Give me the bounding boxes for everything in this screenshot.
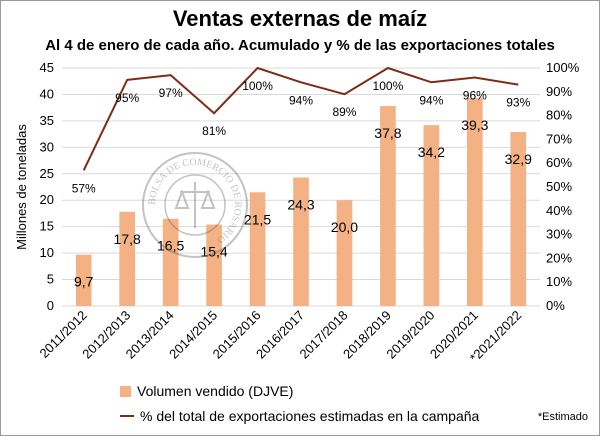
percent-data-label: 57% — [72, 181, 96, 195]
bar — [510, 131, 527, 306]
percent-data-label: 100% — [373, 79, 404, 93]
y-tick-label: 5 — [47, 272, 54, 287]
legend-item-bars: Volumen vendido (DJVE) — [120, 383, 293, 399]
bar — [380, 106, 396, 306]
y-axis-label: Millones de toneladas — [14, 124, 29, 250]
bar-data-label: 32,9 — [505, 151, 532, 167]
bar-data-label: 16,5 — [157, 238, 184, 254]
chart-subtitle: Al 4 de enero de cada año. Acumulado y %… — [45, 37, 555, 54]
percent-data-label: 94% — [419, 93, 443, 107]
bar-data-label: 15,4 — [200, 244, 227, 260]
bar — [206, 224, 222, 306]
bar — [249, 192, 266, 306]
bar-data-label: 24,3 — [287, 196, 314, 212]
y2-tick-label: 20% — [546, 250, 572, 265]
percent-line — [82, 66, 519, 171]
y-tick-label: 20 — [40, 192, 54, 207]
percent-data-label: 81% — [202, 124, 226, 138]
y-tick-label: 15 — [40, 219, 54, 234]
y2-tick-label: 60% — [546, 155, 572, 170]
y2-tick-label: 30% — [546, 227, 572, 242]
bar — [75, 254, 92, 306]
y-tick-label: 45 — [40, 60, 54, 75]
chart-title: Ventas externas de maíz — [172, 6, 428, 31]
legend-swatch-line — [120, 415, 134, 417]
bar — [466, 98, 483, 306]
y-tick-label: 35 — [40, 113, 54, 128]
y2-tick-label: 40% — [546, 203, 572, 218]
y-tick-label: 10 — [40, 245, 54, 260]
percent-data-label: 100% — [242, 79, 273, 93]
y2-tick-label: 50% — [546, 179, 572, 194]
percent-data-label: 93% — [506, 96, 530, 110]
percent-data-label: 96% — [463, 89, 487, 103]
legend-label-line: % del total de exportaciones estimadas e… — [140, 408, 480, 424]
percent-data-label: 94% — [289, 93, 313, 107]
bar-data-label: 20,0 — [331, 219, 358, 235]
estimate-note: *Estimado — [537, 411, 588, 423]
bar — [336, 200, 353, 306]
bar-data-label: 21,5 — [244, 211, 271, 227]
y2-tick-label: 0% — [546, 298, 565, 313]
watermark-seal: BOLSA DE COMERCIO DE ROSARIO — [142, 152, 248, 258]
y-tick-label: 25 — [40, 166, 54, 181]
y2-tick-label: 10% — [546, 274, 572, 289]
bar-data-label: 34,2 — [418, 144, 445, 160]
bar-data-label: 9,7 — [74, 274, 94, 290]
percent-data-label: 97% — [159, 86, 183, 100]
bar — [293, 177, 309, 306]
y-tick-label: 30 — [40, 139, 54, 154]
y2-tick-label: 90% — [546, 84, 572, 99]
legend-label-bars: Volumen vendido (DJVE) — [137, 383, 294, 399]
legend-item-line: % del total de exportaciones estimadas e… — [120, 408, 479, 424]
y2-tick-label: 80% — [546, 108, 572, 123]
bar-data-label: 17,8 — [114, 231, 141, 247]
y2-tick-label: 100% — [546, 60, 580, 75]
bar-data-label: 37,8 — [374, 125, 401, 141]
percent-data-label: 95% — [115, 91, 139, 105]
y-tick-label: 0 — [47, 298, 54, 313]
bar — [119, 211, 136, 306]
bar-data-label: 39,3 — [461, 117, 488, 133]
bar — [162, 218, 179, 306]
percent-data-label: 89% — [332, 105, 356, 119]
y-tick-label: 40 — [40, 86, 54, 101]
legend-swatch-bars — [120, 385, 131, 397]
y2-tick-label: 70% — [546, 131, 572, 146]
bar — [423, 125, 440, 307]
